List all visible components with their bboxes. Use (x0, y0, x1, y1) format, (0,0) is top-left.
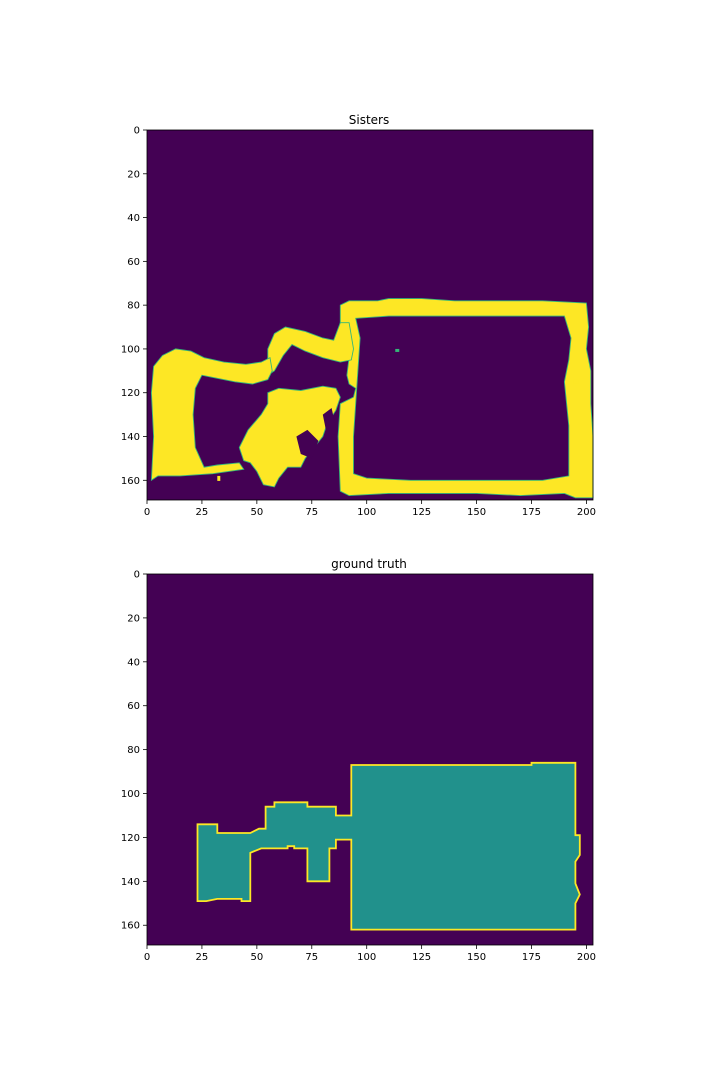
sisters-x-tick-label: 50 (250, 507, 263, 518)
sisters-x-tick-label: 100 (357, 507, 376, 518)
ground-truth-x-tick-label: 75 (305, 952, 318, 963)
ground-truth-region (196, 761, 581, 931)
chart-title-ground-truth: ground truth (331, 557, 407, 571)
sisters-connector-mask (267, 322, 354, 377)
sisters-y-tick-label: 40 (127, 213, 140, 224)
sisters-right-room-mask (337, 298, 594, 499)
sisters-speck (395, 348, 400, 352)
ground-truth-x-tick-label: 25 (196, 952, 209, 963)
ground-truth-y-tick-label: 40 (127, 657, 140, 668)
ground-truth-y-tick-label: 60 (127, 701, 140, 712)
chart-title-sisters: Sisters (349, 113, 389, 127)
ground-truth-y-tick-label: 120 (121, 833, 140, 844)
sisters-speck (573, 379, 579, 384)
sisters-heatmap-panel: 0 25 50 75 100 125 150 175 200 0 20 40 60 80 100 120 140… (121, 126, 596, 519)
sisters-y-tick-label: 20 (127, 169, 140, 180)
sisters-y-tick-label: 120 (121, 388, 140, 399)
ground-truth-x-tick-label: 150 (467, 952, 486, 963)
sisters-left-room-mask (150, 348, 273, 482)
sisters-x-tick-label: 75 (305, 507, 318, 518)
sisters-y-tick-label: 160 (121, 476, 140, 487)
sisters-speck (217, 475, 221, 481)
sisters-y-tick-label: 60 (127, 257, 140, 268)
ground-truth-x-tick-label: 0 (144, 952, 150, 963)
ground-truth-x-tick-label: 200 (577, 952, 596, 963)
ground-truth-x-tick-label: 175 (522, 952, 541, 963)
sisters-x-tick-label: 150 (467, 507, 486, 518)
ground-truth-x-tick-label: 50 (250, 952, 263, 963)
sisters-x-tick-label: 175 (522, 507, 541, 518)
sisters-blob-hole (322, 408, 336, 437)
ground-truth-y-tick-label: 160 (121, 921, 140, 932)
ground-truth-x-tick-label: 100 (357, 952, 376, 963)
ground-truth-y-tick-label: 80 (127, 745, 140, 756)
sisters-blob-hole (296, 429, 319, 459)
ground-truth-y-tick-label: 0 (134, 570, 140, 581)
sisters-x-tick-label: 25 (196, 507, 209, 518)
ground-truth-axes-frame (146, 573, 594, 946)
ground-truth-heatmap-panel: 0 25 50 75 100 125 150 175 200 0 20 40 60 80 100 120 140… (121, 570, 596, 964)
ground-truth-y-tick-label: 20 (127, 613, 140, 624)
sisters-x-tick-label: 0 (144, 507, 150, 518)
ground-truth-x-tick-label: 125 (412, 952, 431, 963)
ground-truth-y-tick-label: 100 (121, 789, 140, 800)
sisters-middle-blob-mask (238, 385, 341, 488)
sisters-x-tick-label: 200 (577, 507, 596, 518)
sisters-y-tick-label: 0 (134, 126, 140, 137)
sisters-y-tick-label: 100 (121, 344, 140, 355)
sisters-y-tick-label: 140 (121, 432, 140, 443)
sisters-axes-frame (146, 129, 594, 501)
ground-truth-y-tick-label: 140 (121, 877, 140, 888)
sisters-x-tick-label: 125 (412, 507, 431, 518)
sisters-y-tick-label: 80 (127, 301, 140, 312)
